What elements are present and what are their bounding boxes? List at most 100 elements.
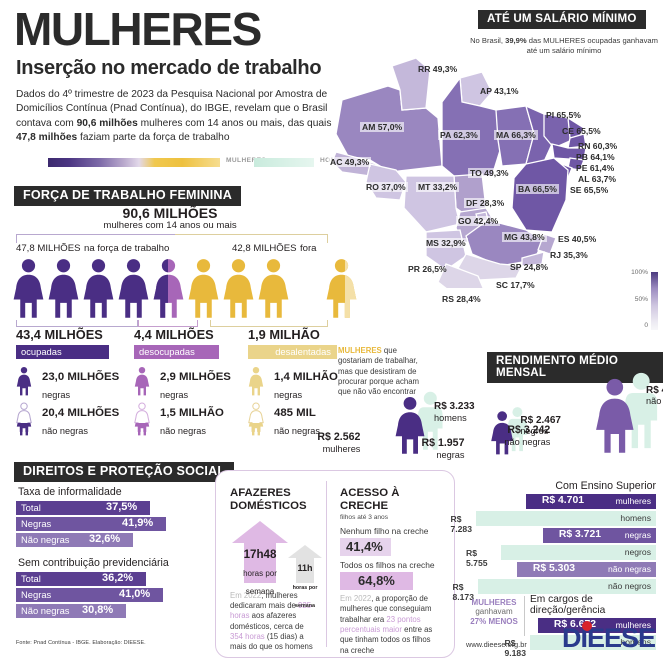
education-bar-rows: R$ 4.701 mulheres R$ 7.283 homens R$ 3.721 ne… xyxy=(450,494,656,602)
education-bar-fill xyxy=(517,562,656,577)
map-label-sc: SC 17,7% xyxy=(496,280,535,290)
daycare-note-3: 23 pontos percentuais maior xyxy=(340,614,421,634)
map-label-to: TO 49,3% xyxy=(468,168,511,178)
map-label-am: AM 57,0% xyxy=(360,122,405,132)
detail-label: não negras xyxy=(274,426,320,437)
website-url: www.dieese.org.br xyxy=(466,640,527,649)
daycare-subtitle: filhos até 3 anos xyxy=(340,513,389,521)
discouraged-note-text: que gostariam de trabalhar, mas que desi… xyxy=(338,346,420,397)
dieese-logo-svg: DIEESE xyxy=(562,621,656,653)
chores-note-2: , mulheres dedicaram mais de xyxy=(230,590,299,610)
woman-icon-partial-fill xyxy=(248,423,264,436)
chores-arrow-women: 17h48 horas por semana xyxy=(232,520,288,595)
rights-bar-value: 41,0% xyxy=(119,588,151,600)
map-label-ce: CE 65,5% xyxy=(562,126,601,136)
discouraged-note-keyword: MULHERES xyxy=(338,346,382,355)
rule-ocupadas xyxy=(16,320,138,327)
rights-bar-label: Negras xyxy=(21,589,52,600)
map-label-al: AL 63,7% xyxy=(578,174,617,184)
management-bar-row: R$ 6.672 mulheres xyxy=(530,618,656,633)
man-pictogram xyxy=(414,385,447,461)
management-bar-category: homens xyxy=(620,637,651,647)
daycare-row1-label: Nenhum filho na creche xyxy=(340,525,429,536)
legend-gradient-men xyxy=(254,158,314,167)
map-label-pb: PB 64,1% xyxy=(576,152,615,162)
callout-divider xyxy=(524,596,525,636)
detail-label: não negras xyxy=(42,426,88,437)
category-ocupadas: 43,4 MILHÕES ocupadas 23,0 MILHÕES negra… xyxy=(16,327,128,436)
chores-column: AFAZERES DOMÉSTICOS 17h48 horas por seman… xyxy=(230,487,322,653)
woman-pictogram xyxy=(394,394,426,461)
chores-note-5: 354 horas xyxy=(230,631,265,641)
education-bars-title: Com Ensino Superior xyxy=(555,480,656,492)
income-women-value: R$ 3.242 xyxy=(507,424,551,437)
category-desalentadas: 1,9 MILHÃO desalentadas 1,4 MILHÃO negra… xyxy=(248,327,340,436)
woman-pictogram xyxy=(82,256,115,325)
rights-bar-fill xyxy=(16,604,126,618)
scale-tick-100: 100% xyxy=(631,269,648,276)
income-women-label: não negras xyxy=(504,437,551,448)
workforce-split-rule xyxy=(16,234,328,243)
map-color-scale: 100% 50% 0 xyxy=(612,269,658,330)
detail-value: 1,4 MILHÃO xyxy=(274,371,338,384)
detail-value: 20,4 MILHÕES xyxy=(42,407,120,420)
detail-row: 23,0 MILHÕES negras xyxy=(16,366,128,400)
rights-bar-label: Total xyxy=(21,573,41,584)
legend-label-women: MULHERES xyxy=(226,157,267,164)
rights-group-title: Taxa de informalidade xyxy=(18,486,122,498)
card-chores-daycare: AFAZERES DOMÉSTICOS 17h48 horas por seman… xyxy=(215,470,455,658)
woman-icon-partial-fill xyxy=(134,423,150,436)
intro-text-3: faziam parte da força de trabalho xyxy=(77,132,230,144)
map-label-pa: PA 62,3% xyxy=(438,130,480,140)
woman-pictogram xyxy=(222,256,255,325)
workforce-in-force-value: 47,8 MILHÕES xyxy=(16,243,81,254)
income-men-text: R$ 2.467 negros xyxy=(520,415,561,436)
daycare-column: ACESSO À CRECHE filhos até 3 anos Nenhum… xyxy=(340,487,440,656)
detail-value: 1,5 MILHÃO xyxy=(160,407,224,420)
income-women-text: R$ 2.562 mulheres xyxy=(317,431,361,455)
education-bar-row: R$ 4.701 mulheres xyxy=(466,494,656,509)
income-men-label: negros xyxy=(520,425,549,436)
income-men-text: R$ 3.233 homens xyxy=(434,401,475,422)
rights-bar-value: 37,5% xyxy=(106,501,138,513)
rights-body: Taxa de informalidade Total 37,5% Negras… xyxy=(16,486,208,620)
map-label-es: ES 40,5% xyxy=(558,234,597,244)
map-label-go: GO 42,4% xyxy=(456,216,501,226)
detail-value: 485 MIL xyxy=(274,407,316,420)
rights-bar-label: Total xyxy=(21,502,41,513)
category-value: 4,4 MILHÕES xyxy=(134,327,214,342)
category-badge: desalentadas xyxy=(248,345,337,360)
discouraged-note: MULHERES que gostariam de trabalhar, mas… xyxy=(338,346,422,398)
state-PE xyxy=(551,143,587,161)
chores-note-6: (15 dias) a mais do que os homens xyxy=(230,631,313,652)
woman-pictogram xyxy=(47,256,80,325)
map-label-rj: RJ 35,3% xyxy=(550,250,588,260)
section-header-rights: DIREITOS E PROTEÇÃO SOCIAL xyxy=(14,462,235,483)
woman-icon-filled xyxy=(134,366,150,401)
daycare-note-4: entre as que tinham todos os filhos na c… xyxy=(340,624,433,655)
map-label-se: SE 65,5% xyxy=(570,185,609,195)
state-AL xyxy=(567,157,585,171)
education-bar-value: R$ 7.283 xyxy=(450,514,472,534)
map-label-sp: SP 24,8% xyxy=(510,262,549,272)
rights-bar: Total 37,5% xyxy=(16,501,208,515)
chores-arrow-men: 11h horas por semana xyxy=(288,544,322,608)
rights-bar-value: 30,8% xyxy=(82,604,114,616)
income-women-value: R$ 2.562 xyxy=(317,431,361,444)
detail-row: 1,5 MILHÃO não negras xyxy=(134,402,234,436)
rights-bar: Negras 41,9% xyxy=(16,517,208,531)
pay-gap-line1: MULHERES xyxy=(471,598,517,607)
management-bar-rows: R$ 6.672 mulheres R$ 9.183 homens xyxy=(504,618,656,658)
rights-bar-fill xyxy=(16,501,150,515)
workforce-total-value: 90,6 MILHÕES xyxy=(122,205,218,221)
salary-subtitle-value: 39,9% xyxy=(505,36,527,45)
woman-pictogram-overlay xyxy=(152,256,168,320)
woman-icon-outline xyxy=(248,402,264,436)
woman-icon-filled xyxy=(16,366,32,401)
rights-bar-label: Não negras xyxy=(21,534,70,545)
management-bar-value: R$ 6.672 xyxy=(553,619,596,630)
workforce-out-caption: fora xyxy=(299,243,317,254)
card-divider xyxy=(326,481,327,647)
woman-pictogram xyxy=(117,256,150,325)
